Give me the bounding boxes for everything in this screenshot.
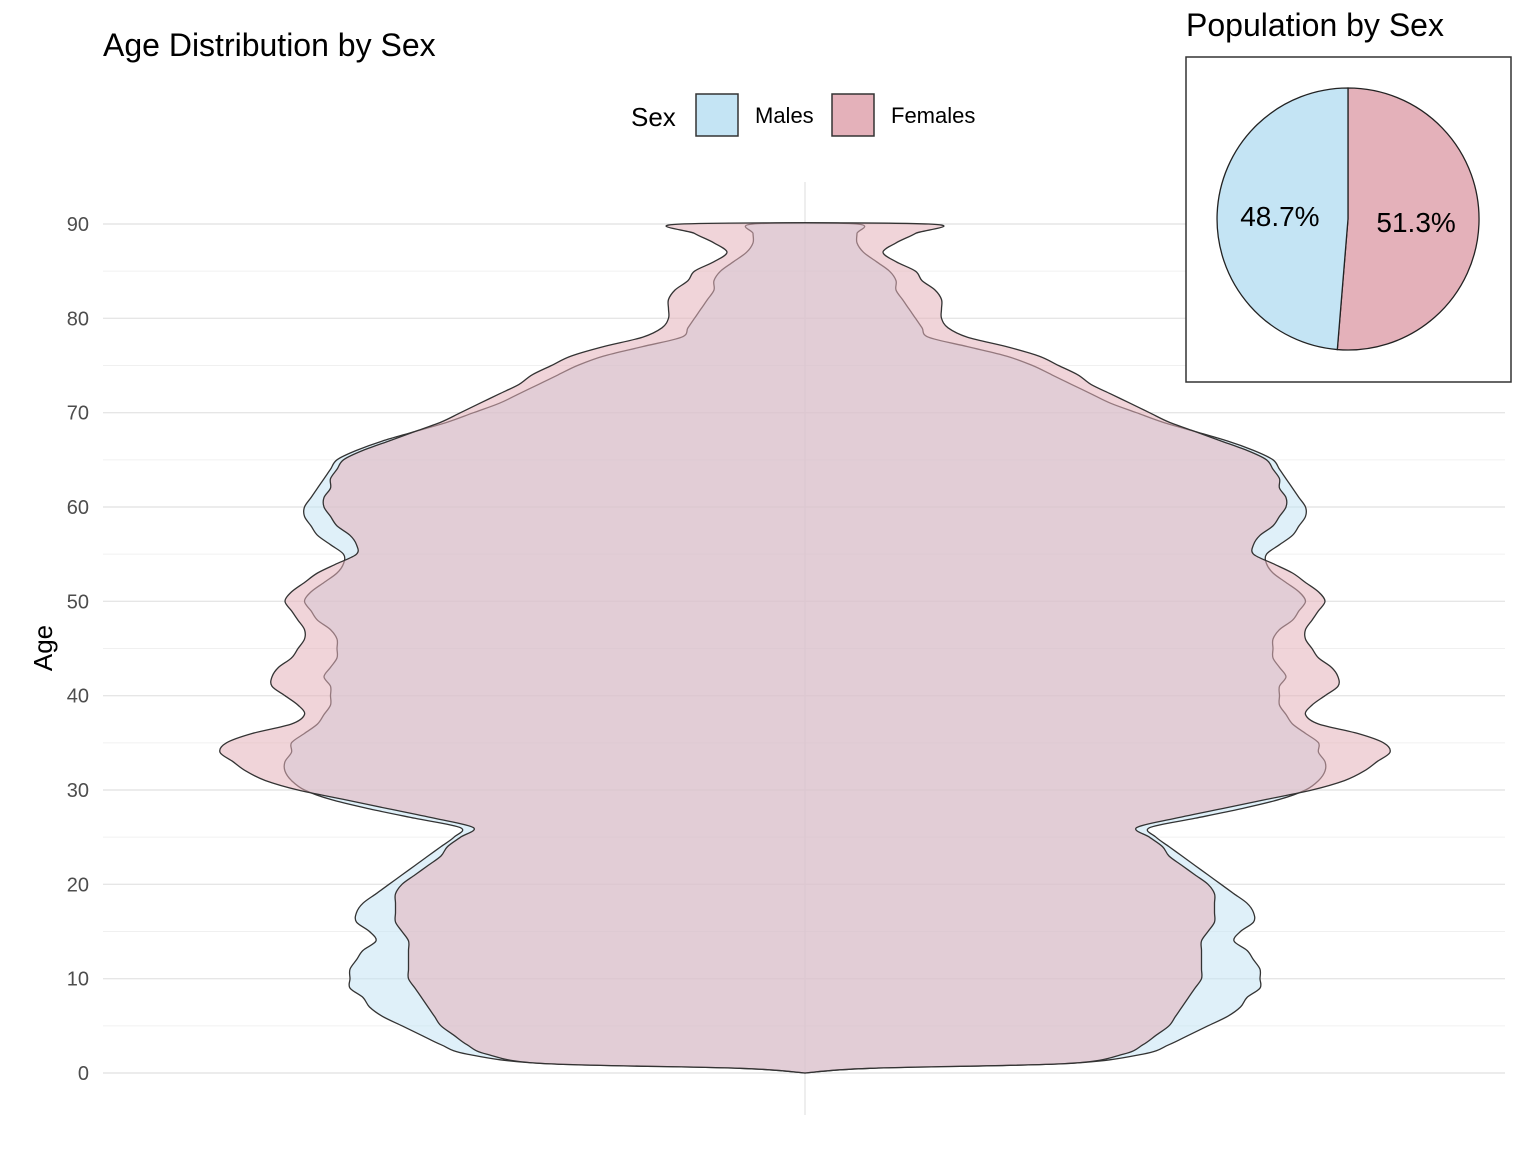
y-tick-label: 50: [67, 591, 89, 613]
pie-label-females: 51.3%: [1376, 207, 1455, 238]
violin-plot: [219, 222, 1391, 1074]
y-tick-label: 10: [67, 969, 89, 991]
y-tick-label: 0: [78, 1063, 89, 1085]
legend-label-females: Females: [891, 103, 975, 128]
pie-slice-females: [1336, 87, 1480, 351]
pie-chart: 51.3% 48.7%: [1216, 87, 1480, 351]
legend-title: Sex: [631, 102, 676, 132]
y-tick-label: 80: [67, 308, 89, 330]
pie-title: Population by Sex: [1186, 7, 1444, 43]
y-tick-label: 30: [67, 780, 89, 802]
pie-inset: Population by Sex 51.3% 48.7%: [1185, 7, 1512, 383]
legend-swatch-males: [695, 93, 739, 137]
violin-females: [219, 222, 1391, 1074]
y-axis-ticks: 0 10 20 30 40 50 60 70 80 90: [67, 214, 89, 1085]
legend-label-males: Males: [755, 103, 814, 128]
y-tick-label: 40: [67, 686, 89, 708]
y-tick-label: 60: [67, 497, 89, 519]
legend: Sex Males Females: [631, 93, 975, 137]
y-tick-label: 20: [67, 874, 89, 896]
y-tick-label: 90: [67, 214, 89, 236]
chart-title: Age Distribution by Sex: [103, 27, 436, 63]
legend-swatch-females: [831, 93, 875, 137]
y-axis-label: Age: [28, 625, 58, 671]
pie-label-males: 48.7%: [1240, 201, 1319, 232]
pie-slice-males: [1216, 87, 1349, 351]
y-tick-label: 70: [67, 403, 89, 425]
